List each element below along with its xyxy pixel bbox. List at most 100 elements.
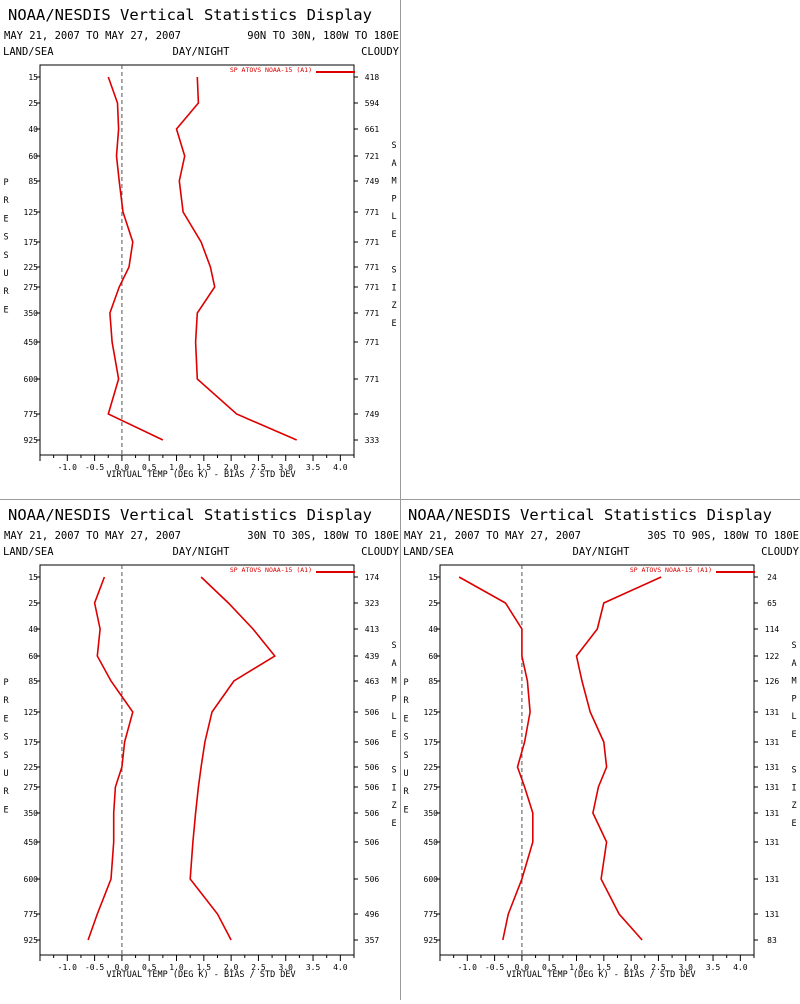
y-axis-label-letter: E xyxy=(3,214,8,224)
sample-size-label: 131 xyxy=(765,763,780,772)
region-label: 30N TO 30S, 180W TO 180E xyxy=(247,530,399,542)
x-tick-label: -0.5 xyxy=(85,463,104,472)
y-axis-label-letter: S xyxy=(3,733,8,743)
y-axis-label-letter: P xyxy=(403,678,408,688)
right-axis-label-letter: L xyxy=(791,712,796,722)
bias-line xyxy=(87,576,134,941)
x-tick-label: 1.5 xyxy=(197,963,212,972)
sample-size-label: 506 xyxy=(365,783,380,792)
plot-frame xyxy=(39,564,355,956)
pressure-tick-label: 175 xyxy=(24,238,39,247)
x-axis-label: VIRTUAL TEMP (DEG K) - BIAS / STD DEV xyxy=(506,970,695,980)
pressure-tick-label: 450 xyxy=(24,838,39,847)
x-tick-label: 2.0 xyxy=(624,963,639,972)
sample-size-label: 131 xyxy=(765,809,780,818)
right-axis-label-letter: Z xyxy=(391,301,396,311)
day-night-label: DAY/NIGHT xyxy=(173,546,231,558)
x-tick-label: 2.5 xyxy=(251,463,266,472)
x-tick-label: 0.5 xyxy=(142,463,157,472)
y-axis-label-letter: E xyxy=(403,805,408,815)
chart-title: NOAA/NESDIS Vertical Statistics Display xyxy=(8,506,372,524)
right-axis-label-letter: M xyxy=(391,677,396,687)
std-dev-line xyxy=(175,76,298,441)
sample-size-label: 131 xyxy=(765,783,780,792)
x-tick-label: 4.0 xyxy=(733,963,748,972)
pressure-tick-label: 85 xyxy=(28,177,38,186)
date-range: MAY 21, 2007 TO MAY 27, 2007 xyxy=(4,530,181,542)
right-axis-label-letter: E xyxy=(391,230,396,240)
y-axis-label-letter: R xyxy=(403,696,409,706)
pressure-tick-label: 225 xyxy=(24,263,39,272)
pressure-tick-label: 225 xyxy=(424,763,439,772)
sample-size-label: 771 xyxy=(365,283,380,292)
pressure-tick-label: 775 xyxy=(24,410,39,419)
y-axis-label-letter: R xyxy=(403,787,409,797)
pressure-tick-label: 600 xyxy=(424,875,439,884)
right-axis-label-letter: M xyxy=(391,177,396,187)
pressure-tick-label: 775 xyxy=(424,910,439,919)
legend-label: SP ATOVS NOAA-15 (A1) xyxy=(630,566,712,574)
cloudy-label: CLOUDY xyxy=(361,46,400,58)
sample-size-label: 506 xyxy=(365,838,380,847)
right-axis-label-letter: A xyxy=(391,659,396,669)
right-axis-label-letter: I xyxy=(391,283,396,293)
pressure-tick-label: 125 xyxy=(424,708,439,717)
pressure-tick-label: 350 xyxy=(24,309,39,318)
right-axis-label-letter: S xyxy=(391,766,396,776)
sample-size-label: 131 xyxy=(765,838,780,847)
day-night-label: DAY/NIGHT xyxy=(173,46,231,58)
pressure-tick-label: 175 xyxy=(424,738,439,747)
vertical-stats-chart: NOAA/NESDIS Vertical Statistics Display M… xyxy=(403,506,800,980)
pressure-tick-label: 600 xyxy=(24,875,39,884)
right-axis-label-letter: M xyxy=(791,677,796,687)
y-axis-label-letter: P xyxy=(3,678,8,688)
sample-size-label: 749 xyxy=(365,177,380,186)
y-axis-label-letter: E xyxy=(403,714,408,724)
sample-size-label: 506 xyxy=(365,809,380,818)
x-tick-label: 3.0 xyxy=(279,963,294,972)
bias-line xyxy=(458,576,534,941)
x-tick-label: 2.0 xyxy=(224,963,239,972)
sample-size-label: 413 xyxy=(365,625,380,634)
sample-size-label: 506 xyxy=(365,708,380,717)
right-axis-label-letter: E xyxy=(391,730,396,740)
sample-size-label: 506 xyxy=(365,875,380,884)
sample-size-label: 771 xyxy=(365,375,380,384)
x-tick-label: 4.0 xyxy=(333,963,348,972)
right-axis-label-letter: E xyxy=(391,319,396,329)
x-tick-label: 3.5 xyxy=(306,963,321,972)
x-tick-label: 2.5 xyxy=(651,963,666,972)
sample-size-label: 439 xyxy=(365,652,380,661)
right-axis-label-letter: Z xyxy=(791,801,796,811)
sample-size-label: 496 xyxy=(365,910,380,919)
cloudy-label: CLOUDY xyxy=(361,546,400,558)
vertical-divider xyxy=(400,0,401,1000)
sample-size-label: 771 xyxy=(365,309,380,318)
plot-frame xyxy=(39,64,355,456)
y-axis-label-letter: U xyxy=(3,769,8,779)
right-axis-label-letter: S xyxy=(391,266,396,276)
y-axis-label-letter: R xyxy=(3,287,9,297)
pressure-tick-label: 450 xyxy=(24,338,39,347)
x-tick-label: 3.5 xyxy=(306,463,321,472)
vertical-stats-chart: NOAA/NESDIS Vertical Statistics Display M… xyxy=(3,506,400,980)
x-tick-label: -1.0 xyxy=(58,463,77,472)
y-axis-label-letter: S xyxy=(3,233,8,243)
land-sea-label: LAND/SEA xyxy=(403,546,454,558)
sample-size-label: 749 xyxy=(365,410,380,419)
right-axis-label-letter: I xyxy=(391,783,396,793)
x-tick-label: 0.5 xyxy=(542,963,557,972)
date-range: MAY 21, 2007 TO MAY 27, 2007 xyxy=(4,30,181,42)
pressure-tick-label: 350 xyxy=(424,809,439,818)
sample-size-label: 661 xyxy=(365,125,380,134)
pressure-tick-label: 85 xyxy=(28,677,38,686)
y-axis-label-letter: E xyxy=(3,305,8,315)
y-axis-label-letter: E xyxy=(3,714,8,724)
sample-size-label: 594 xyxy=(365,99,380,108)
right-axis-label-letter: L xyxy=(391,712,396,722)
pressure-tick-label: 60 xyxy=(28,152,38,161)
sample-size-label: 174 xyxy=(365,573,380,582)
y-axis-label-letter: R xyxy=(3,787,9,797)
pressure-tick-label: 40 xyxy=(28,125,38,134)
y-axis-label-letter: S xyxy=(3,751,8,761)
